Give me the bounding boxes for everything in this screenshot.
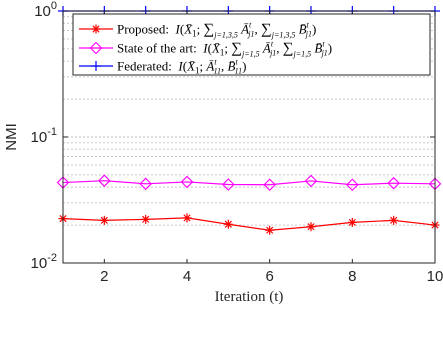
y-axis-label: NMI xyxy=(3,123,20,151)
y-tick-label: 10-1 xyxy=(31,126,57,146)
y-tick-label: 100 xyxy=(34,0,57,20)
legend-prefix: Federated: xyxy=(117,59,172,74)
data-point xyxy=(347,217,357,227)
y-tick-exponent: -1 xyxy=(47,126,57,138)
legend-marker xyxy=(91,61,101,71)
legend: Proposed: I(X̄1; ∑j=1,3,5 Āt j1, ∑j=1,3,… xyxy=(72,13,431,76)
y-tick-exponent: -2 xyxy=(47,252,57,264)
data-point xyxy=(265,225,275,235)
data-point xyxy=(389,215,399,225)
legend-sum-index: j=1,5 xyxy=(241,50,260,59)
data-point xyxy=(306,222,316,232)
legend-marker xyxy=(89,41,103,55)
legend-sum-index: j=1,3,5 xyxy=(213,31,238,40)
data-point xyxy=(99,215,109,225)
data-point xyxy=(346,178,359,192)
legend-label: State of the art: I(X̄1; ∑j=1,5 Āt j1, ∑… xyxy=(117,40,332,59)
y-tick-base: 10 xyxy=(34,3,51,20)
legend-marker xyxy=(91,24,101,34)
x-tick-label: 6 xyxy=(265,268,273,285)
data-point xyxy=(387,176,400,190)
legend-item-1: Proposed: I(X̄1; ∑j=1,3,5 Āt j1, ∑j=1,3,… xyxy=(79,21,316,40)
x-tick-label: 4 xyxy=(183,268,191,285)
legend-prefix: Proposed: xyxy=(117,22,169,37)
x-axis-label: Iteration (t) xyxy=(215,289,284,305)
legend-item-3: Federated: I(X̄1; Āt 11, B̄t 11) xyxy=(79,58,246,76)
series-2 xyxy=(56,174,442,192)
data-point xyxy=(141,214,151,224)
y-tick-base: 10 xyxy=(31,255,48,272)
data-point xyxy=(182,213,192,223)
legend-sum-index: j=1,3,5 xyxy=(271,31,296,40)
y-tick-base: 10 xyxy=(31,129,48,146)
x-tick-label: 8 xyxy=(348,268,356,285)
legend-box xyxy=(72,13,431,76)
data-point xyxy=(222,178,235,191)
y-tick-label: 10-2 xyxy=(31,252,57,272)
data-point xyxy=(304,174,318,188)
data-point xyxy=(263,178,276,192)
legend-item-2: State of the art: I(X̄1; ∑j=1,5 Āt j1, ∑… xyxy=(79,40,332,59)
data-point xyxy=(223,219,233,229)
legend-label: Federated: I(X̄1; Āt 11, B̄t 11) xyxy=(117,58,246,76)
data-point xyxy=(98,174,111,187)
series-1 xyxy=(58,213,440,235)
x-tick-label: 10 xyxy=(427,268,443,285)
data-point xyxy=(180,175,194,189)
legend-sum-index: j=1,5 xyxy=(293,50,312,59)
data-point xyxy=(139,177,152,191)
series-line xyxy=(62,217,436,231)
x-tick-label: 2 xyxy=(100,268,108,285)
legend-label: Proposed: I(X̄1; ∑j=1,3,5 Āt j1, ∑j=1,3,… xyxy=(117,21,316,40)
legend-prefix: State of the art: xyxy=(117,41,197,56)
series-line xyxy=(62,180,436,186)
y-tick-exponent: 0 xyxy=(51,0,57,12)
